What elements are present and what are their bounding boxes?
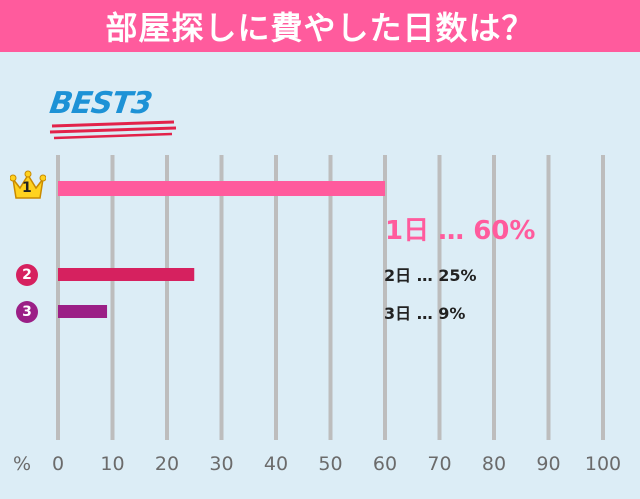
x-tick-label: 70: [427, 453, 451, 475]
x-tick-label: 100: [585, 453, 621, 475]
x-tick-label: 10: [100, 453, 124, 475]
bar-1: [58, 181, 385, 196]
x-tick-label: 40: [264, 453, 288, 475]
x-tick-label: 60: [373, 453, 397, 475]
header-bar: 部屋探しに費やした日数は？: [0, 0, 640, 52]
x-tick-label: 90: [536, 453, 560, 475]
circle-number-icon: 3: [16, 301, 38, 323]
result-label-1: 1日 … 60%: [385, 216, 536, 246]
rank-1-number: 1: [22, 180, 32, 196]
rank-2-marker: 2: [16, 264, 38, 286]
x-tick-label: 30: [209, 453, 233, 475]
x-tick-label: 50: [318, 453, 342, 475]
bar-3: [58, 305, 108, 318]
rank-2-number: 2: [22, 267, 32, 283]
bar-2: [58, 268, 195, 281]
page-title: 部屋探しに費やした日数は？: [105, 9, 535, 47]
rank-3-marker: 3: [16, 301, 38, 323]
x-tick-label: 0: [52, 453, 64, 475]
crown-icon: [10, 170, 46, 199]
circle-number-icon: 2: [16, 264, 38, 286]
rank-1-crown: 1: [10, 168, 46, 204]
x-tick-label: 80: [482, 453, 506, 475]
result-label-3: 3日 … 9%: [384, 304, 466, 323]
rank-3-number: 3: [22, 304, 32, 320]
x-tick-label: 20: [155, 453, 179, 475]
best3-badge: BEST3: [44, 82, 184, 142]
badge-underline-icon: [49, 120, 177, 140]
x-axis-label: %: [13, 453, 31, 475]
result-label-2: 2日 … 25%: [384, 266, 477, 285]
